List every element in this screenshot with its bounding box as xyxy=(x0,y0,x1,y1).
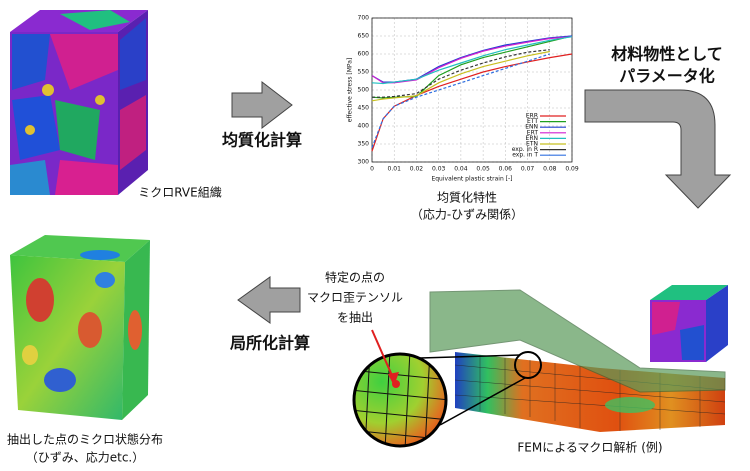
x-tick-label: 0 xyxy=(370,166,374,173)
grain xyxy=(55,100,100,160)
y-tick-label: 450 xyxy=(358,105,370,112)
legend-label: exp. in T xyxy=(512,152,538,159)
y-tick-label: 300 xyxy=(358,159,370,166)
x-tick-label: 0.03 xyxy=(432,166,446,173)
x-tick-label: 0.01 xyxy=(388,166,402,173)
caption: （応力-ひずみ関係） xyxy=(411,208,523,222)
annotation: マクロ歪テンソル xyxy=(307,291,403,305)
series-line xyxy=(371,53,550,148)
fem-model xyxy=(352,285,728,448)
series-line xyxy=(371,36,573,85)
grain xyxy=(12,34,50,90)
blob xyxy=(22,345,38,365)
grain xyxy=(652,302,680,335)
cube-right xyxy=(706,285,728,362)
arrow-left xyxy=(237,276,301,324)
y-axis-label: effective stress [MPa] xyxy=(347,58,354,123)
caption: 抽出した点のミクロ状態分布 xyxy=(7,432,163,447)
x-tick-label: 0.02 xyxy=(410,166,424,173)
pick-circle xyxy=(514,351,542,379)
mesh-line xyxy=(424,354,431,446)
y-tick-label: 600 xyxy=(358,51,370,58)
x-tick-label: 0.08 xyxy=(543,166,557,173)
pick-point xyxy=(392,380,400,388)
cube-top xyxy=(650,285,728,300)
legend-label: ETT xyxy=(527,118,538,125)
legend-label: ERN xyxy=(526,135,538,142)
legend-label: ERT xyxy=(527,129,539,136)
grain xyxy=(95,95,105,105)
grain xyxy=(680,325,704,360)
series-line xyxy=(372,49,550,98)
y-tick-label: 650 xyxy=(358,33,370,40)
grain xyxy=(12,95,60,160)
pointer xyxy=(371,329,395,381)
grain xyxy=(25,125,35,135)
legend-label: ETN xyxy=(526,141,538,148)
connector xyxy=(439,377,526,426)
annotation: 特定の点の xyxy=(325,270,385,285)
rve-cube xyxy=(10,10,148,195)
blob xyxy=(128,310,142,350)
y-tick-label: 350 xyxy=(358,141,370,148)
series-line xyxy=(371,50,550,102)
mesh-line xyxy=(354,389,446,401)
step-label: 均質化計算 xyxy=(222,131,302,150)
grain xyxy=(50,34,118,90)
magnifier-ring xyxy=(352,352,448,448)
pointer-head xyxy=(388,372,399,386)
blob xyxy=(605,397,655,413)
y-tick-label: 500 xyxy=(358,87,370,94)
grain xyxy=(60,10,130,30)
blob xyxy=(44,368,76,392)
arrow-right xyxy=(231,80,293,130)
small-cube xyxy=(650,285,728,362)
x-tick-label: 0.05 xyxy=(476,166,490,173)
x-tick-label: 0.09 xyxy=(565,166,579,173)
y-tick-label: 400 xyxy=(358,123,370,130)
step-label: 材料物性として xyxy=(611,45,723,64)
annotation: を抽出 xyxy=(337,311,373,325)
fem-block xyxy=(455,352,725,432)
series-line xyxy=(371,35,573,99)
mesh xyxy=(454,355,726,431)
grain xyxy=(120,95,146,170)
legend-label: ENN xyxy=(525,124,538,131)
result-cube xyxy=(10,235,150,420)
y-tick-label: 700 xyxy=(358,15,370,22)
blob xyxy=(78,312,102,348)
plot-frame xyxy=(371,17,573,163)
mesh-line xyxy=(454,394,726,415)
blob xyxy=(80,250,120,260)
connector xyxy=(419,354,521,359)
mesh-line xyxy=(354,369,446,381)
caption: 均質化特性 xyxy=(437,190,497,205)
mesh-line xyxy=(404,354,411,446)
chart: 300 350 400 450 500 550 600 650 700 0 0.01 0.02 0.03… xyxy=(347,15,579,183)
plate xyxy=(429,289,726,393)
x-tick-label: 0.04 xyxy=(454,166,468,173)
grain xyxy=(10,160,50,195)
blob xyxy=(95,272,115,288)
legend-label: exp. in R xyxy=(512,146,538,153)
grain xyxy=(55,160,118,195)
x-tick-label: 0.06 xyxy=(499,166,513,173)
caption: （ひずみ、応力etc.） xyxy=(26,451,145,465)
legend-label: ERR xyxy=(526,113,538,120)
grain xyxy=(120,18,146,90)
step-label: 局所化計算 xyxy=(230,334,310,353)
caption: FEMによるマクロ解析 (例) xyxy=(517,441,662,455)
arrow-down xyxy=(584,89,732,209)
caption: ミクロRVE組織 xyxy=(138,186,221,200)
mesh-line xyxy=(454,379,726,403)
x-tick-label: 0.07 xyxy=(521,166,535,173)
y-tick-label: 550 xyxy=(358,69,370,76)
blob xyxy=(26,278,54,322)
grain xyxy=(42,84,54,96)
step-label: パラメータ化 xyxy=(619,67,715,86)
x-axis-label: Equivalent plastic strain [-] xyxy=(431,176,512,183)
